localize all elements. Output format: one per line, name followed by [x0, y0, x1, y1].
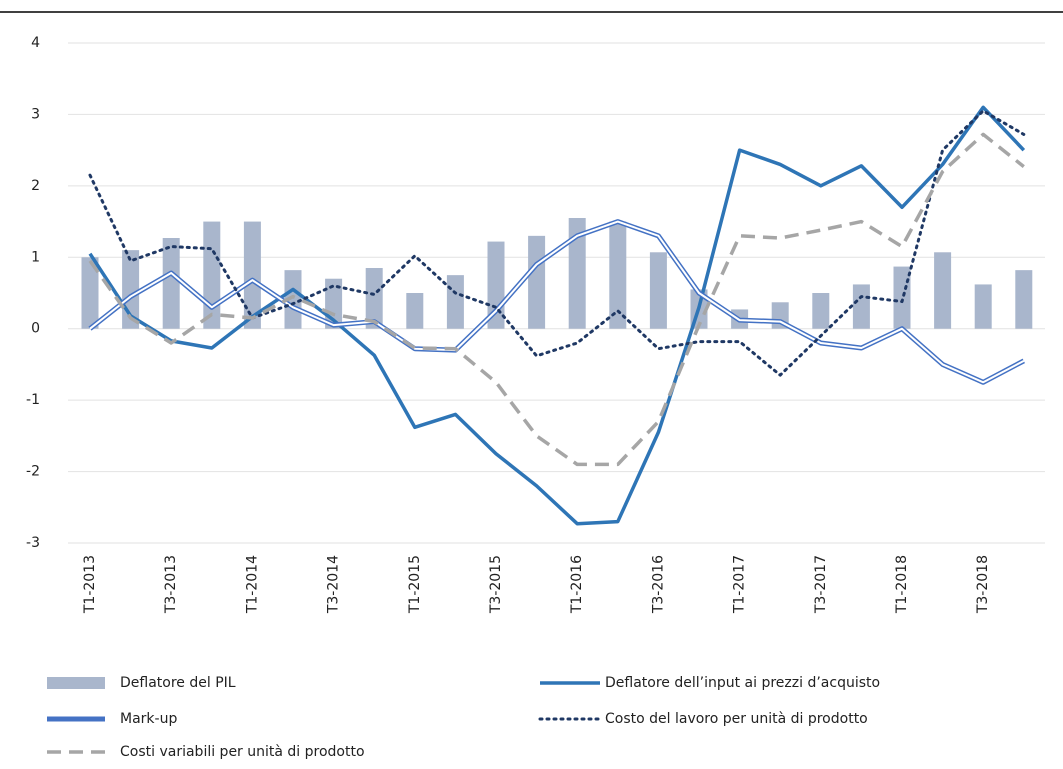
- x-tick-label: T1-2014: [244, 555, 260, 614]
- legend-label: Mark-up: [120, 711, 177, 727]
- y-tick-label: 3: [31, 106, 40, 122]
- x-tick-label: T1-2013: [82, 555, 98, 614]
- legend-label: Costo del lavoro per unità di prodotto: [605, 711, 868, 727]
- bar: [203, 221, 221, 329]
- bar: [162, 238, 180, 329]
- x-tick-label: T3-2018: [975, 555, 991, 614]
- bar: [852, 284, 870, 329]
- bar: [284, 270, 302, 329]
- y-tick-label: -2: [26, 464, 40, 480]
- y-tick-label: 2: [31, 178, 40, 194]
- y-tick-label: -1: [26, 392, 40, 408]
- bar: [243, 221, 261, 329]
- x-tick-label: T1-2016: [569, 555, 585, 614]
- bar: [934, 252, 952, 329]
- legend-swatch: [47, 677, 105, 689]
- y-tick-label: 4: [31, 35, 40, 51]
- line: [88, 109, 1026, 377]
- x-tick-label: T3-2017: [813, 555, 829, 614]
- bar: [893, 266, 911, 329]
- x-tick-label: T1-2017: [732, 555, 748, 614]
- bar: [446, 275, 464, 329]
- line: [88, 219, 1025, 385]
- bar: [609, 221, 627, 329]
- y-tick-label: 1: [31, 249, 40, 265]
- x-tick-label: T3-2015: [488, 555, 504, 614]
- bar: [1015, 270, 1033, 329]
- x-tick-label: T3-2013: [163, 555, 179, 614]
- y-tick-label: -3: [26, 535, 40, 551]
- bar: [812, 293, 830, 329]
- bar: [81, 257, 99, 329]
- bar: [974, 284, 992, 329]
- legend-label: Deflatore del PIL: [120, 675, 236, 691]
- bar: [528, 235, 546, 329]
- bar: [365, 268, 383, 329]
- legend-label: Deflatore dell’input ai prezzi d’acquist…: [605, 675, 880, 691]
- legend-label: Costi variabili per unità di prodotto: [120, 744, 365, 760]
- x-tick-label: T1-2015: [407, 555, 423, 614]
- bar: [649, 252, 667, 329]
- x-tick-label: T1-2018: [894, 555, 910, 614]
- x-tick-label: T3-2016: [650, 555, 666, 614]
- line-inner: [89, 220, 1025, 384]
- y-tick-label: 0: [31, 321, 40, 337]
- bar: [406, 293, 424, 329]
- line: [88, 105, 1026, 526]
- bar: [568, 218, 586, 329]
- line: [88, 132, 1025, 467]
- x-tick-label: T3-2014: [326, 555, 342, 614]
